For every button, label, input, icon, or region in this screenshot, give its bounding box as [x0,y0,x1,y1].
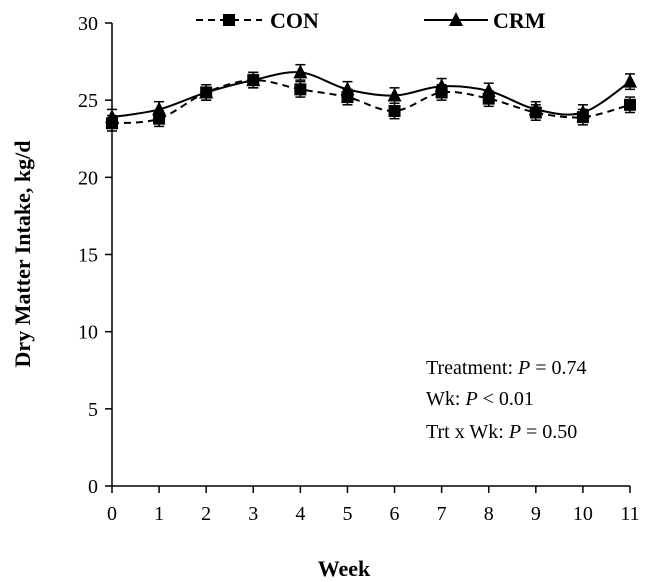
stat-treatment: Treatment: P = 0.74 [426,357,587,379]
series-line-crm [112,72,630,117]
y-tick-label: 10 [78,322,98,344]
data-point-con [294,83,306,95]
x-tick-label: 10 [573,503,593,525]
x-tick-label: 7 [437,503,447,525]
legend-item-crm: CRM [424,8,546,33]
axes [112,23,630,486]
series-layer [105,64,637,131]
x-tick-label: 2 [201,503,211,525]
x-ticks: 0 1 2 3 4 5 6 7 8 9 10 11 [107,486,640,525]
stat-treatment-value: = 0.74 [530,357,586,379]
stat-interaction-p: P [508,421,521,443]
x-tick-label: 3 [248,503,258,525]
stat-treatment-label: Treatment: [426,357,518,379]
x-tick-label: 8 [484,503,494,525]
y-tick-label: 15 [78,245,98,267]
stat-week: Wk: P < 0.01 [426,388,534,410]
series-con [106,72,636,131]
stat-interaction-label: Trt x Wk: [426,421,509,443]
y-tick-label: 5 [88,399,98,421]
stat-treatment-p: P [517,357,530,379]
y-ticks: 0 5 10 15 20 25 30 [78,13,112,498]
data-point-crm [623,74,637,88]
legend-con-marker [223,14,235,26]
data-point-con [389,105,401,117]
y-tick-label: 0 [88,476,98,498]
stat-interaction: Trt x Wk: P = 0.50 [426,421,577,443]
x-axis-title: Week [318,556,371,581]
y-axis-title: Dry Matter Intake, kg/d [10,141,35,368]
stat-interaction-value: = 0.50 [521,421,577,443]
x-tick-label: 9 [531,503,541,525]
legend-item-con: CON [196,8,319,33]
x-tick-label: 1 [154,503,164,525]
y-tick-label: 25 [78,90,98,112]
legend-crm-label: CRM [493,8,546,33]
series-crm [105,64,637,124]
series-line-con [112,80,630,123]
x-tick-label: 6 [390,503,400,525]
stat-week-label: Wk: [426,388,465,410]
legend: CON CRM [196,8,546,33]
stat-week-value: < 0.01 [478,388,534,410]
x-tick-label: 11 [620,503,639,525]
y-tick-label: 30 [78,13,98,35]
x-tick-label: 0 [107,503,117,525]
y-tick-label: 20 [78,167,98,189]
x-tick-label: 4 [295,503,305,525]
x-tick-label: 5 [342,503,352,525]
stat-week-p: P [464,388,477,410]
legend-con-label: CON [270,8,319,33]
data-point-con [624,99,636,111]
statistics-annotation: Treatment: P = 0.74 Wk: P < 0.01 Trt x W… [426,357,587,443]
